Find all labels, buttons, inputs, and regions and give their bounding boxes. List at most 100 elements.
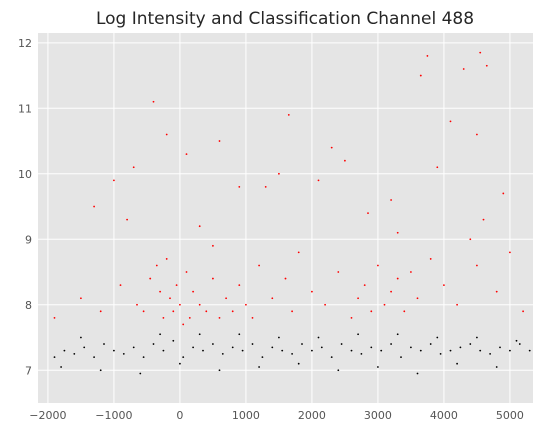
- data-point: [396, 277, 399, 280]
- data-point: [509, 349, 511, 352]
- data-point: [80, 336, 82, 339]
- data-point: [238, 185, 241, 188]
- data-point: [410, 271, 412, 273]
- data-point: [419, 349, 422, 352]
- x-tick-label: 2000: [298, 409, 326, 422]
- data-point: [344, 159, 346, 162]
- data-point: [377, 366, 379, 368]
- data-point: [360, 352, 363, 355]
- data-point: [416, 372, 419, 375]
- data-point: [499, 346, 501, 349]
- data-point: [456, 303, 458, 306]
- data-point: [99, 310, 102, 313]
- x-tick-label: 0: [176, 409, 183, 422]
- data-point: [264, 185, 267, 188]
- data-point: [152, 100, 155, 103]
- x-axis-ticks: −2000 −1000 0 1000 2000 3000 4000 5000: [29, 409, 524, 422]
- data-point: [469, 238, 472, 241]
- data-point: [350, 349, 353, 352]
- data-point: [429, 258, 432, 260]
- data-point: [80, 297, 82, 300]
- data-point: [271, 346, 274, 349]
- data-point: [202, 349, 204, 352]
- data-point: [221, 352, 224, 355]
- data-point: [185, 153, 188, 156]
- data-point: [83, 346, 86, 349]
- data-point: [142, 310, 145, 313]
- data-point: [426, 55, 429, 57]
- data-point: [479, 349, 482, 352]
- data-point: [93, 205, 95, 208]
- data-point: [73, 352, 76, 355]
- data-point: [459, 346, 462, 349]
- data-point: [482, 218, 485, 221]
- data-point: [518, 343, 521, 345]
- data-point: [63, 349, 66, 352]
- data-point: [429, 343, 432, 345]
- data-point: [485, 64, 488, 67]
- data-point: [162, 349, 165, 352]
- data-point: [396, 231, 399, 234]
- data-points: [53, 51, 531, 375]
- data-point: [258, 264, 260, 267]
- data-point: [528, 349, 531, 352]
- data-point: [396, 333, 399, 336]
- data-point: [284, 277, 287, 280]
- data-point: [271, 297, 274, 300]
- data-point: [165, 258, 168, 260]
- data-point: [99, 369, 102, 372]
- data-point: [122, 352, 125, 355]
- data-point: [476, 264, 478, 267]
- data-point: [383, 303, 386, 306]
- data-point: [301, 343, 303, 345]
- data-point: [443, 284, 445, 287]
- data-point: [188, 316, 191, 319]
- data-point: [370, 346, 373, 349]
- data-point: [212, 343, 214, 345]
- data-point: [317, 336, 320, 339]
- data-point: [340, 343, 343, 345]
- x-tick-label: 1000: [232, 409, 260, 422]
- data-point: [495, 290, 498, 293]
- grid-lines: [38, 33, 533, 403]
- data-point: [218, 369, 221, 372]
- data-point: [278, 172, 280, 175]
- data-point: [370, 310, 373, 313]
- data-point: [225, 297, 228, 300]
- data-point: [238, 333, 241, 336]
- data-point: [479, 51, 482, 54]
- data-point: [53, 356, 56, 359]
- data-point: [476, 133, 478, 136]
- data-point: [439, 352, 442, 355]
- data-point: [363, 284, 366, 287]
- data-point: [192, 346, 195, 349]
- data-point: [495, 366, 498, 368]
- data-point: [317, 179, 320, 182]
- data-point: [509, 251, 511, 254]
- data-point: [159, 333, 162, 336]
- plot-area: [38, 33, 533, 403]
- data-point: [324, 303, 326, 306]
- data-point: [93, 356, 95, 359]
- data-point: [380, 349, 383, 352]
- data-point: [155, 264, 158, 267]
- data-point: [456, 362, 458, 365]
- data-point: [522, 310, 524, 313]
- y-tick-label: 11: [18, 102, 32, 115]
- data-point: [416, 297, 419, 300]
- data-point: [469, 343, 472, 345]
- data-point: [311, 290, 313, 293]
- data-point: [113, 179, 115, 182]
- data-point: [53, 316, 56, 319]
- y-tick-label: 9: [25, 233, 32, 246]
- data-point: [179, 303, 181, 306]
- series-0: [53, 51, 524, 326]
- data-point: [297, 362, 300, 365]
- data-point: [291, 352, 293, 355]
- data-point: [390, 290, 392, 293]
- data-point: [205, 310, 208, 313]
- y-tick-label: 7: [25, 364, 32, 377]
- data-point: [377, 264, 379, 267]
- data-point: [245, 303, 247, 306]
